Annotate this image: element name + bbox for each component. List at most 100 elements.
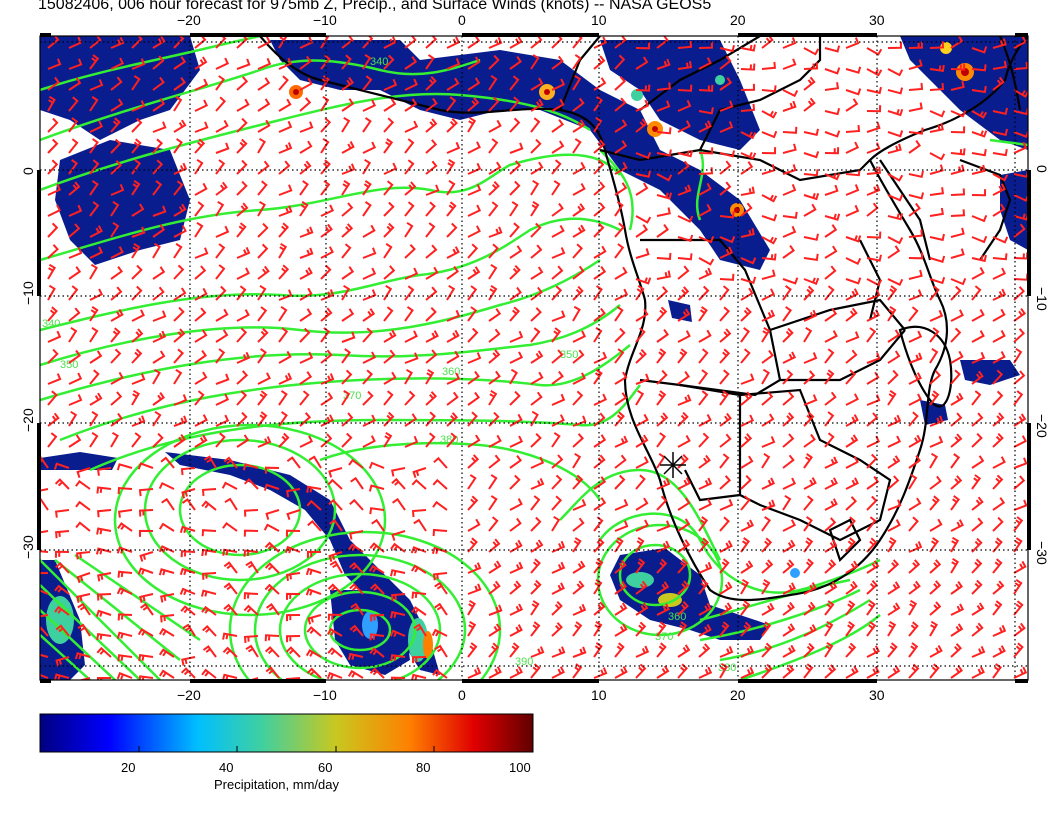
wind-barb xyxy=(390,611,406,619)
wind-barb xyxy=(950,148,966,156)
wind-barb xyxy=(327,583,343,595)
wind-barb xyxy=(1013,499,1028,511)
wind-barb xyxy=(782,306,792,322)
wind-barb xyxy=(950,557,960,574)
wind-barb xyxy=(929,276,946,285)
wind-barb xyxy=(265,666,280,679)
wind-barb xyxy=(222,646,238,658)
wind-barb xyxy=(698,257,715,266)
wind-barb xyxy=(194,247,209,259)
wind-barb xyxy=(278,75,289,91)
wind-barb xyxy=(55,624,70,637)
wind-barb xyxy=(236,351,251,364)
wind-barb xyxy=(572,372,586,385)
wind-barb xyxy=(341,308,355,322)
wind-barb xyxy=(110,286,123,301)
wind-barb xyxy=(824,330,838,343)
wind-barb xyxy=(887,499,902,511)
wind-barb xyxy=(929,64,945,73)
wind-barb xyxy=(929,347,939,364)
wind-barb xyxy=(278,264,290,280)
wind-barb xyxy=(488,37,503,49)
wind-barb xyxy=(635,456,649,469)
wind-barb xyxy=(432,528,448,537)
wind-barb xyxy=(89,410,99,427)
wind-barb xyxy=(677,580,690,595)
wind-barb xyxy=(908,393,922,406)
wind-barb xyxy=(908,352,923,364)
wind-barb xyxy=(194,182,208,196)
wind-barb xyxy=(992,76,1005,91)
wind-barb xyxy=(761,499,776,511)
wind-barb xyxy=(173,56,187,70)
wind-barb xyxy=(488,666,502,679)
wind-barb xyxy=(740,414,755,427)
wind-barb xyxy=(306,550,322,558)
wind-barb xyxy=(971,110,988,119)
lat-label: −20 xyxy=(1034,414,1050,438)
wind-barb xyxy=(929,390,940,406)
wind-barb xyxy=(488,181,500,196)
wind-barb xyxy=(509,390,521,406)
wind-barb xyxy=(551,495,563,511)
lon-label: −20 xyxy=(177,687,201,703)
wind-barb xyxy=(551,327,562,343)
wind-barb xyxy=(866,86,882,95)
wind-barb xyxy=(593,601,606,616)
wind-barb xyxy=(719,602,733,616)
wind-barb xyxy=(992,267,1007,280)
wind-barb xyxy=(488,201,499,217)
wind-barb xyxy=(320,289,335,301)
wind-barb xyxy=(698,57,712,70)
wind-barb xyxy=(845,331,860,343)
wind-barb xyxy=(55,561,70,574)
wind-barb xyxy=(656,306,668,322)
wind-barb xyxy=(139,551,154,562)
wind-barb xyxy=(236,327,248,343)
wind-barb xyxy=(404,368,413,385)
wind-barb xyxy=(572,349,585,364)
wind-barb xyxy=(68,266,82,280)
location-marker-icon[interactable] xyxy=(660,452,686,478)
wind-barb xyxy=(110,371,124,385)
wind-barb xyxy=(383,98,397,112)
wind-barb xyxy=(824,391,837,406)
wind-barb xyxy=(824,224,838,238)
wind-barb xyxy=(698,432,710,448)
wind-barb xyxy=(572,36,583,49)
wind-barb xyxy=(131,58,146,70)
wind-barb xyxy=(992,183,1006,196)
wind-barb xyxy=(173,242,183,259)
wind-barb xyxy=(404,267,419,280)
wind-barb xyxy=(40,530,49,538)
wind-barb xyxy=(719,621,730,637)
wind-barb xyxy=(47,330,62,343)
wind-barb xyxy=(593,412,606,427)
wind-barb xyxy=(54,478,70,490)
wind-barb xyxy=(992,149,1008,157)
wind-barb xyxy=(299,308,313,322)
wind-barb xyxy=(803,352,818,364)
wind-barb xyxy=(635,215,652,224)
wind-barb xyxy=(803,169,819,177)
wind-barb xyxy=(488,560,502,574)
wind-barb xyxy=(467,583,482,595)
wind-barb xyxy=(719,150,736,158)
wind-barb xyxy=(971,537,983,553)
wind-barb xyxy=(971,455,985,469)
wind-barb xyxy=(530,138,542,154)
wind-barb xyxy=(180,467,196,476)
wind-barb xyxy=(509,666,523,679)
wind-barb xyxy=(803,277,820,285)
wind-barb xyxy=(110,246,124,259)
wind-barb xyxy=(782,245,795,259)
wind-barb xyxy=(320,36,330,49)
wind-barb xyxy=(383,431,393,448)
wind-barb xyxy=(656,149,672,157)
wind-barb xyxy=(362,369,374,385)
wind-barb xyxy=(257,57,272,70)
wind-barb xyxy=(152,266,166,280)
wind-barb xyxy=(929,620,938,637)
wind-barb xyxy=(929,580,942,595)
